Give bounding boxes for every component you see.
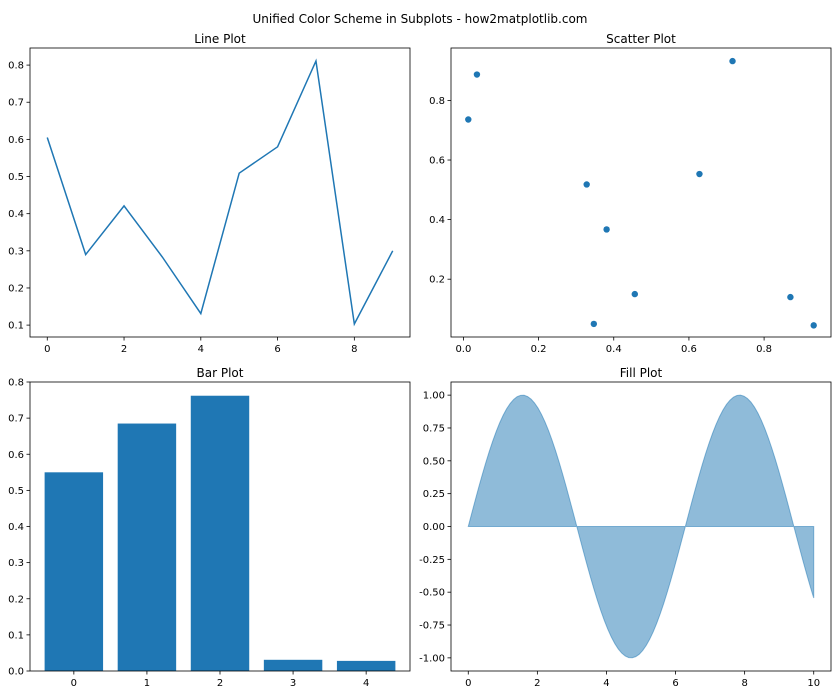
y-tick-label: 0.4 <box>8 209 24 220</box>
x-tick-label: 2 <box>534 678 540 689</box>
scatter-point <box>590 320 598 328</box>
y-tick-label: 0.6 <box>8 450 24 461</box>
x-tick-label: 0 <box>71 678 77 689</box>
x-tick-label: 2 <box>121 344 127 355</box>
x-tick-label: 0 <box>44 344 50 355</box>
x-tick-label: 0.8 <box>756 344 772 355</box>
y-tick-label: 0.4 <box>8 522 24 533</box>
y-tick-label: 0.1 <box>8 321 24 332</box>
subplot-scatter: Scatter Plot 0.0 0.2 0.4 0.6 0.8 0.2 0.4 0.6 0.8 <box>429 32 832 355</box>
y-tick-label: 0.2 <box>429 275 445 286</box>
subplot-title: Fill Plot <box>620 366 663 380</box>
x-tick-label: 2 <box>217 678 223 689</box>
y-tick-label: 0.75 <box>423 423 445 434</box>
scatter-point <box>631 290 638 298</box>
x-tick-label: 0.0 <box>455 344 471 355</box>
fill-area <box>467 394 815 659</box>
y-tick-label: 0.2 <box>8 594 24 605</box>
y-tick-label: 0.7 <box>8 98 24 109</box>
subplot-title: Line Plot <box>194 32 246 46</box>
scatter-point <box>696 170 703 178</box>
x-tick-label: 1 <box>144 678 150 689</box>
scatter-point <box>787 293 794 301</box>
y-tick-label: 0.50 <box>423 456 445 467</box>
x-tick-label: 8 <box>741 678 747 689</box>
subplot-title: Scatter Plot <box>606 32 676 46</box>
y-tick-label: -0.25 <box>419 555 445 566</box>
x-tick-label: 0.6 <box>681 344 697 355</box>
y-tick-label: 0.3 <box>8 246 24 257</box>
bar <box>117 423 177 671</box>
x-tick-label: 10 <box>807 678 820 689</box>
subplot-line: Line Plot 0 2 4 6 8 0.1 0.2 0.3 0.4 0.5 0.6 0.7 0.8 <box>8 32 411 355</box>
x-tick-label: 0 <box>465 678 471 689</box>
x-tick-label: 3 <box>290 678 296 689</box>
x-tick-label: 6 <box>672 678 678 689</box>
figure-suptitle: Unified Color Scheme in Subplots - how2m… <box>252 12 587 26</box>
y-tick-label: -1.00 <box>419 653 445 664</box>
y-tick-label: 0.6 <box>8 135 24 146</box>
line-series <box>46 58 394 327</box>
scatter-point <box>473 71 481 78</box>
axes-frame <box>29 47 411 338</box>
y-tick-label: 1.00 <box>423 391 445 402</box>
x-tick-label: 6 <box>274 344 280 355</box>
bar <box>190 395 250 671</box>
scatter-point <box>465 116 472 123</box>
y-tick-label: -0.50 <box>419 588 445 599</box>
subplot-title: Bar Plot <box>197 366 244 380</box>
y-tick-label: 0.25 <box>423 489 445 500</box>
y-tick-label: 0.00 <box>423 522 445 533</box>
scatter-point <box>583 181 590 188</box>
x-tick-label: 4 <box>363 678 369 689</box>
y-tick-label: 0.8 <box>429 96 445 107</box>
y-tick-label: 0.5 <box>8 486 24 497</box>
x-tick-label: 4 <box>198 344 204 355</box>
bar <box>44 472 104 671</box>
y-tick-label: 0.8 <box>8 61 24 72</box>
y-tick-label: 0.1 <box>8 630 24 641</box>
scatter-point <box>729 57 736 65</box>
y-tick-label: 0.3 <box>8 558 24 569</box>
axes-frame <box>450 47 832 338</box>
y-tick-label: -0.75 <box>419 621 445 632</box>
x-tick-label: 0.4 <box>606 344 622 355</box>
x-tick-label: 0.2 <box>531 344 547 355</box>
scatter-point <box>603 226 610 233</box>
y-tick-label: 0.5 <box>8 172 24 183</box>
y-tick-label: 0.7 <box>8 414 24 425</box>
y-tick-label: 0.6 <box>429 156 445 167</box>
y-tick-label: 0.0 <box>8 667 24 678</box>
subplot-bar: Bar Plot 0 1 2 3 4 0.0 0.1 0.2 0.3 0.4 0.5 0.6 0.7 0.8 <box>8 366 411 689</box>
x-tick-label: 4 <box>603 678 609 689</box>
y-tick-label: 0.2 <box>8 283 24 294</box>
y-tick-label: 0.4 <box>429 215 445 226</box>
y-tick-label: 0.8 <box>8 378 24 389</box>
x-tick-label: 8 <box>351 344 357 355</box>
bar <box>263 659 323 671</box>
subplot-area: Fill Plot 0 2 4 6 8 10 -1.00 -0.75 -0.50 -0.25 0.00… <box>419 366 832 689</box>
bar <box>336 660 396 671</box>
scatter-point <box>810 322 817 329</box>
